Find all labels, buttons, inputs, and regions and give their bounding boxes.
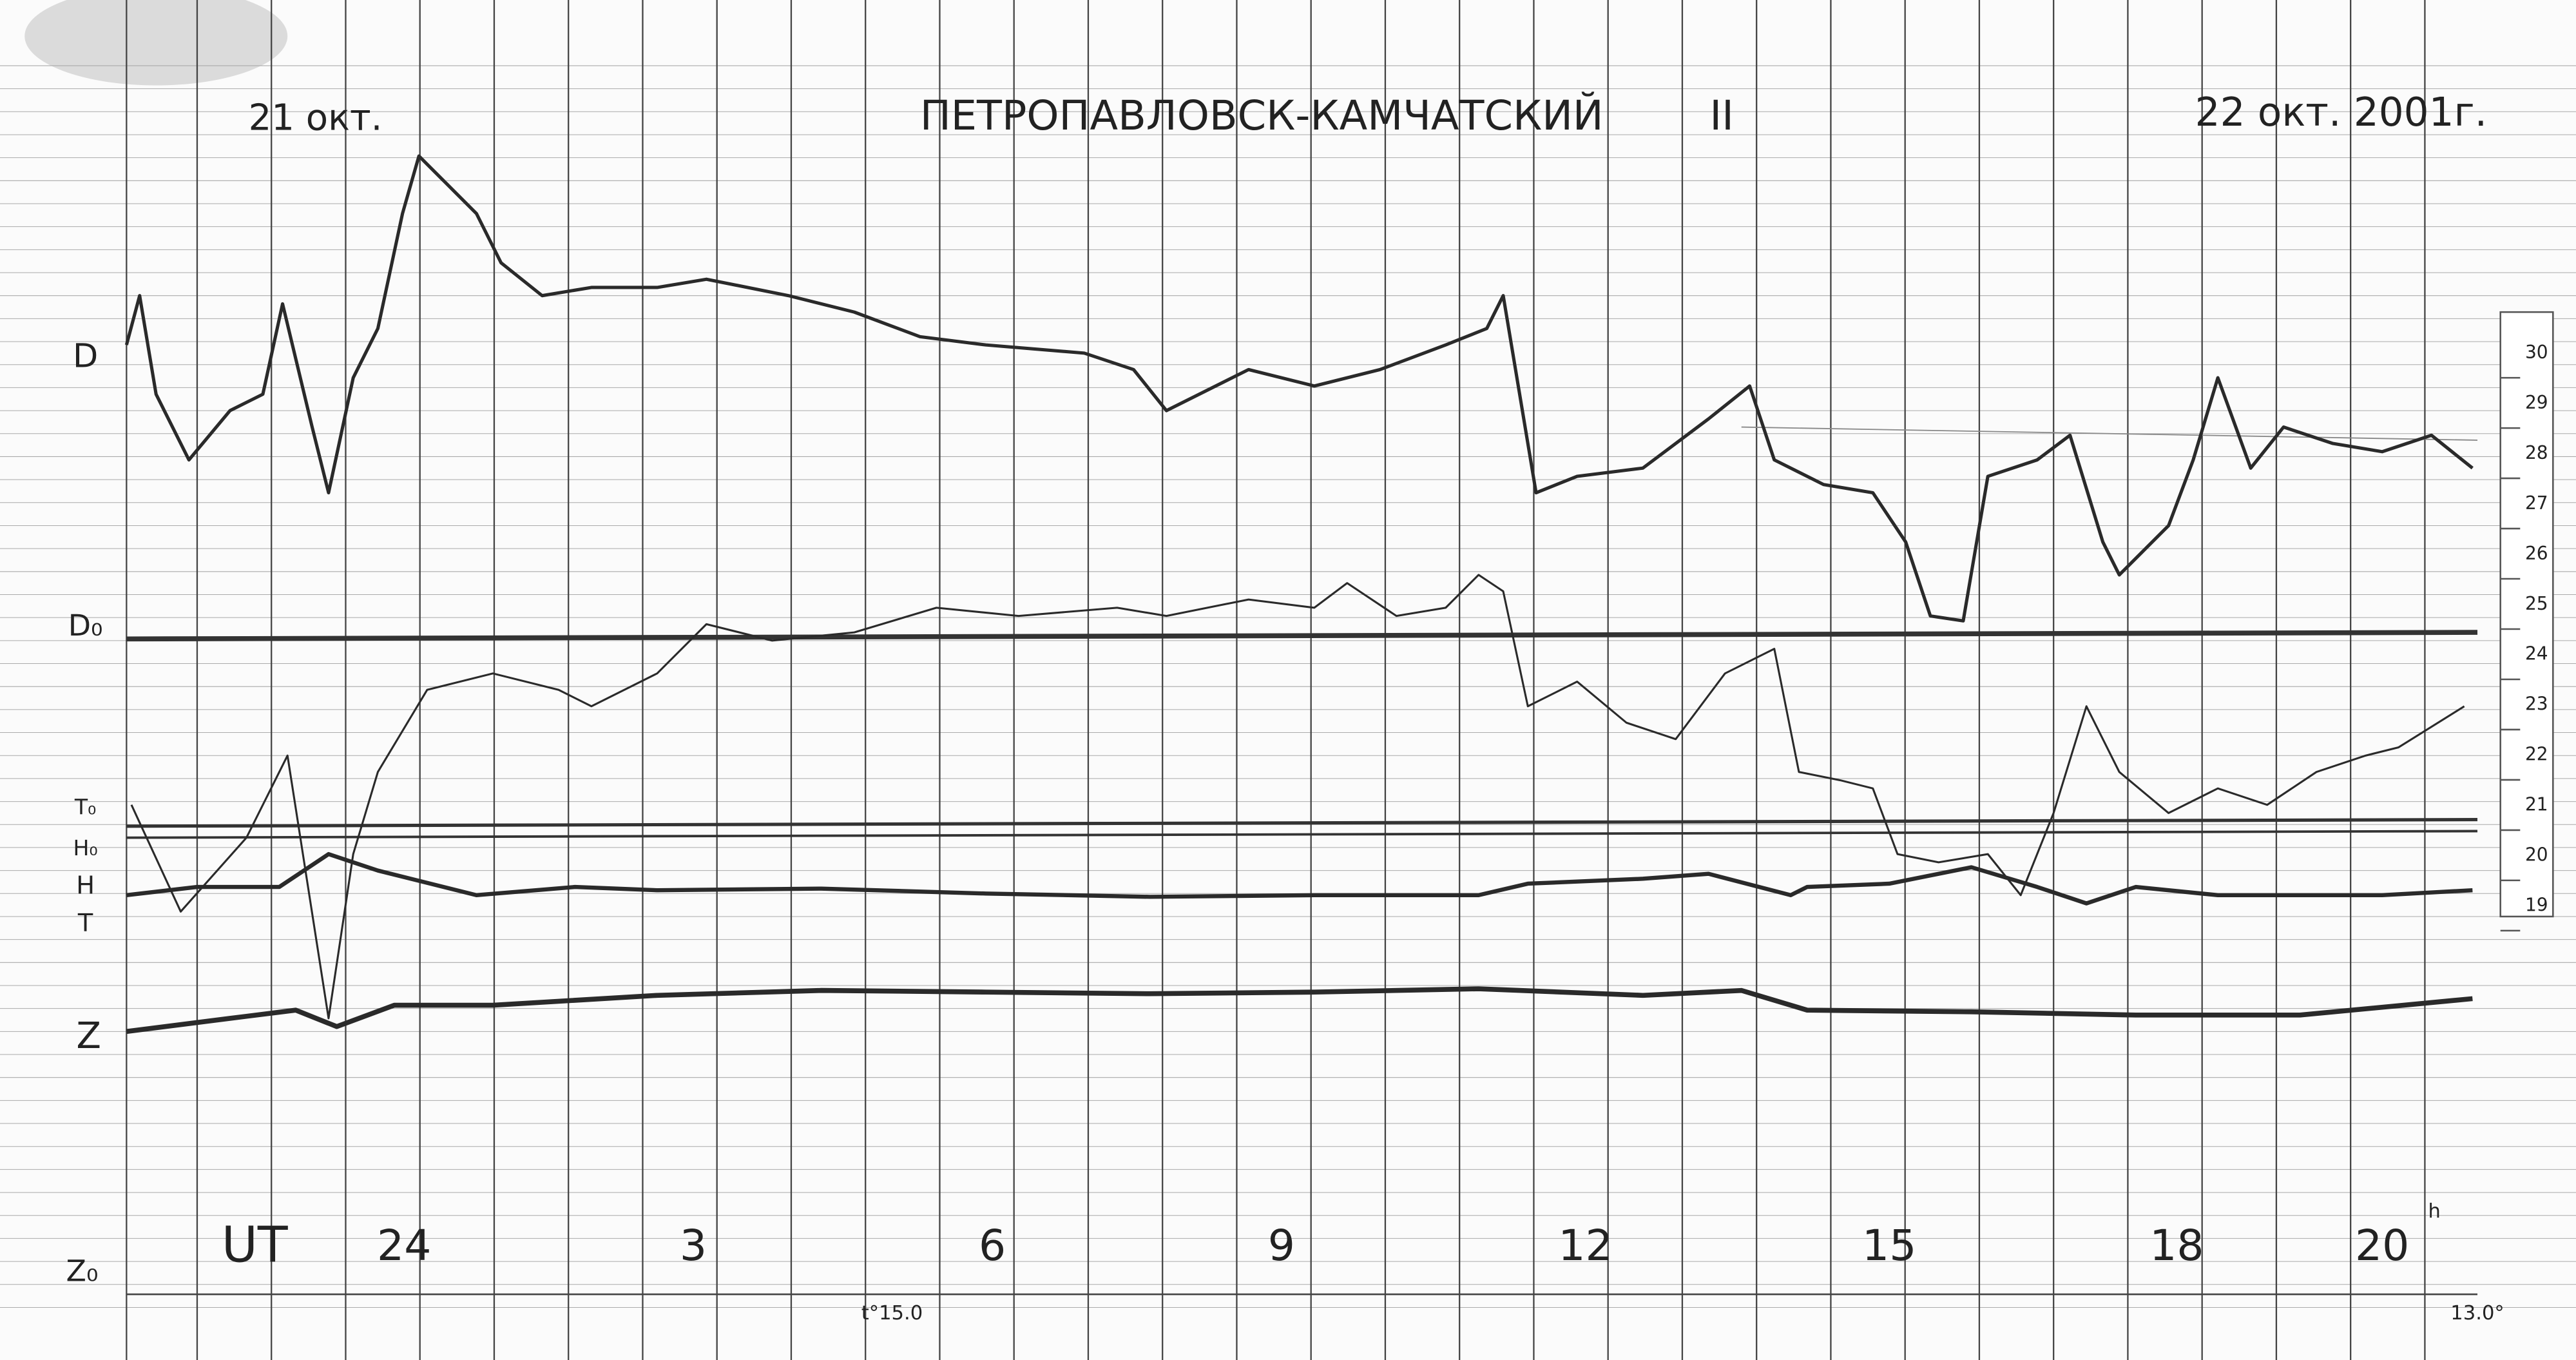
trace-label: H <box>76 872 95 900</box>
scale-label: 22 <box>2525 744 2548 765</box>
station: ПЕТРОПАВЛОВСК-КАМЧАТСКИЙ <box>920 91 1604 140</box>
temperature-start: t°15.0 <box>861 1302 923 1325</box>
h0-baseline <box>126 830 2478 839</box>
temperature-end: 13.0° <box>2450 1302 2504 1325</box>
scale-label: 21 <box>2525 794 2548 815</box>
hour-label: 12 <box>1558 1220 1612 1270</box>
scale-label: 19 <box>2525 895 2548 916</box>
hour-label: 15 <box>1862 1220 1916 1270</box>
hour-label: 20 <box>2355 1220 2409 1270</box>
scale-label: 23 <box>2525 694 2548 715</box>
trace-label: Z₀ <box>66 1253 99 1288</box>
trace-label: Z <box>76 1015 101 1057</box>
scale-label: 28 <box>2525 442 2548 463</box>
z-trace <box>126 986 2473 1035</box>
trace-label: T <box>77 909 93 938</box>
date-start: 21 окт. <box>249 97 383 139</box>
scale-label: 26 <box>2525 543 2548 564</box>
trace-label: D <box>73 338 98 376</box>
trace-label: T₀ <box>74 794 97 819</box>
scale-label: 24 <box>2525 643 2548 665</box>
stain <box>24 0 288 86</box>
hour-unit: h <box>2428 1200 2441 1223</box>
t-trace <box>130 574 2465 1020</box>
hour-label: 3 <box>680 1220 707 1270</box>
date-end: 22 окт. 2001г. <box>2195 90 2487 135</box>
t0-baseline <box>126 818 2478 828</box>
faint-line <box>1741 426 2478 441</box>
trace-label: H₀ <box>73 835 97 860</box>
scale-label: 27 <box>2525 492 2548 514</box>
h-trace <box>126 851 2473 906</box>
hour-label: 9 <box>1268 1220 1295 1270</box>
hour-label: 6 <box>979 1220 1006 1270</box>
station-number: II <box>1709 92 1734 140</box>
scale-label: 25 <box>2525 593 2548 614</box>
d-trace <box>124 154 2474 623</box>
d0-baseline <box>126 630 2478 642</box>
scale-strip <box>2499 311 2554 918</box>
scale-label: 20 <box>2525 844 2548 866</box>
hour-label: 24 <box>377 1220 431 1270</box>
scale-label: 30 <box>2525 342 2548 363</box>
hour-label: 18 <box>2149 1220 2204 1270</box>
scale-label: 29 <box>2525 392 2548 413</box>
trace-label: D₀ <box>68 608 103 643</box>
ut-label: UT <box>222 1217 288 1274</box>
